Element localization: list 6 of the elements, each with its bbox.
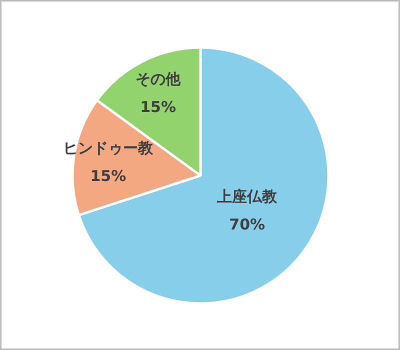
slice-label: ヒンドゥー教 <box>63 138 154 157</box>
slice-label: 上座仏教 <box>216 187 278 206</box>
data-label: 15% <box>90 166 126 185</box>
slice-label: その他 <box>136 70 182 88</box>
data-label: 15% <box>140 98 176 116</box>
data-label: 70% <box>229 215 266 234</box>
